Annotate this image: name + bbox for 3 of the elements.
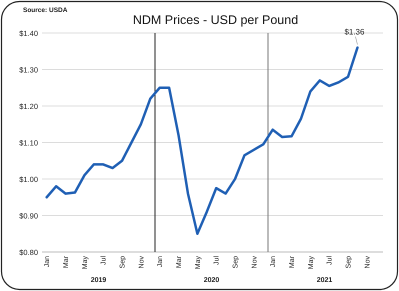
chart-title: NDM Prices - USD per Pound bbox=[132, 13, 298, 27]
line-series bbox=[45, 46, 359, 235]
data-label: $1.36 bbox=[344, 28, 366, 37]
